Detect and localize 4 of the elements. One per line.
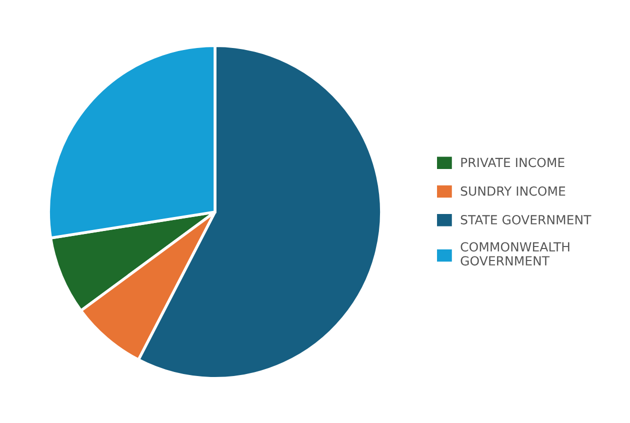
legend-label: STATE GOVERNMENT [460,214,592,224]
legend-label: COMMONWEALTH GOVERNMENT [460,242,570,266]
legend-label: SUNDRY INCOME [460,186,566,196]
legend-label: PRIVATE INCOME [461,158,564,168]
